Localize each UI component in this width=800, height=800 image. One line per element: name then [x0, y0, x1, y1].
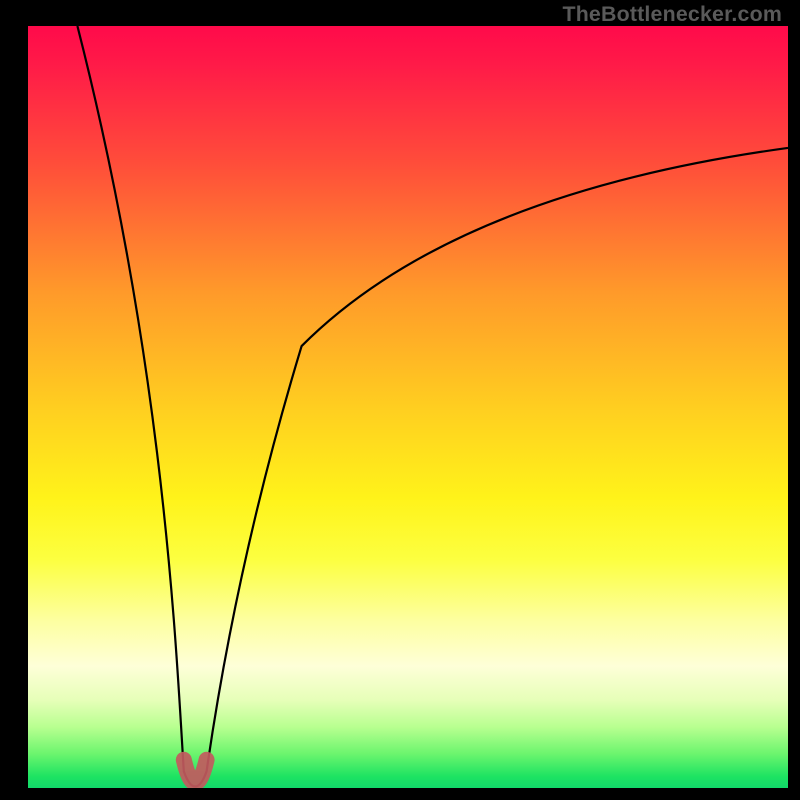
watermark-text: TheBottlenecker.com [562, 2, 782, 27]
chart-background [28, 26, 788, 788]
bottleneck-chart [28, 26, 788, 788]
